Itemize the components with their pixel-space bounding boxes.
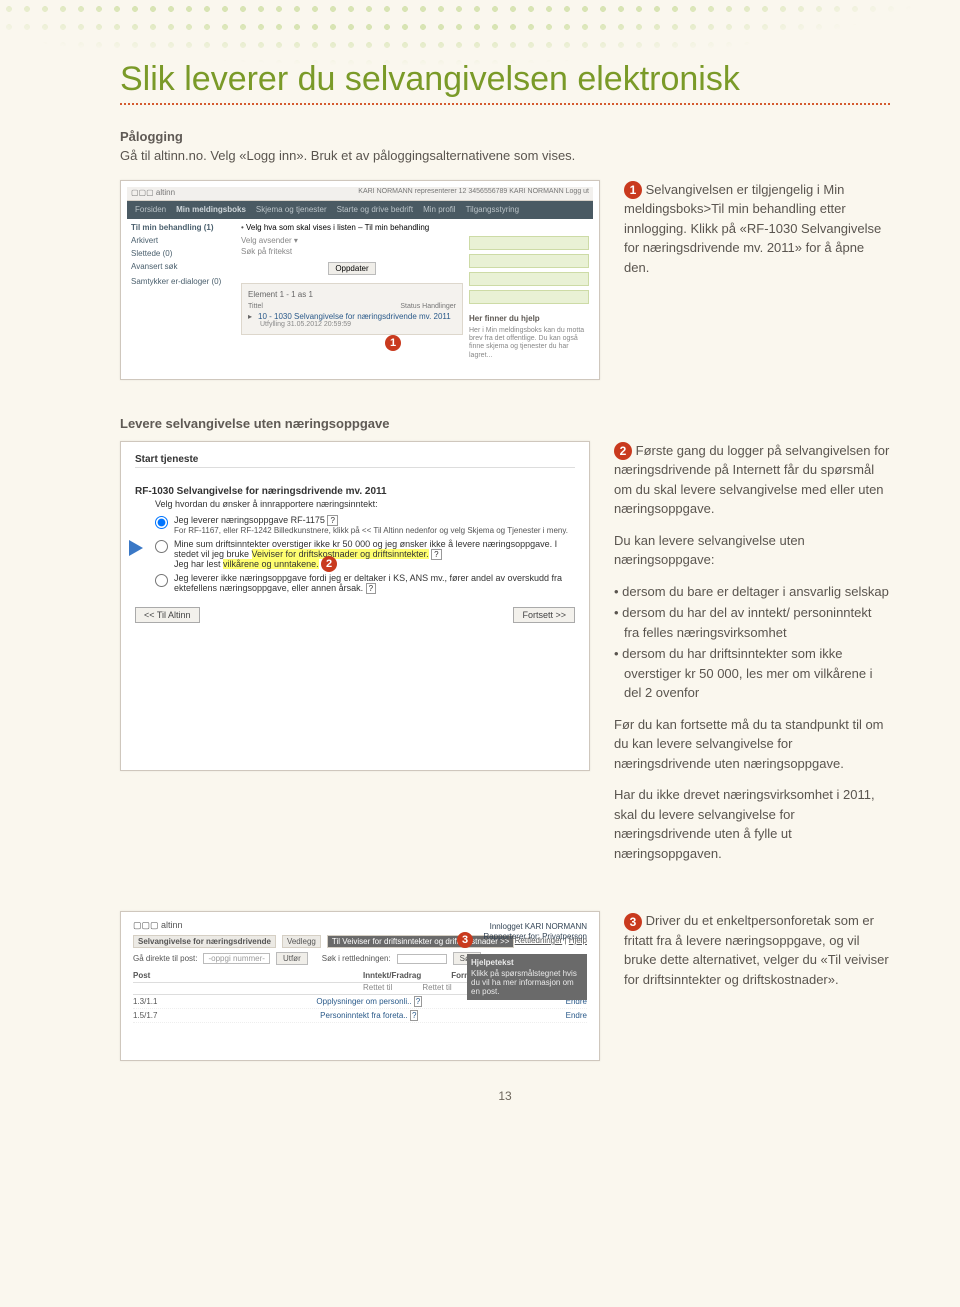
altinn-logo: ▢▢▢ altinn <box>133 920 183 930</box>
row-link[interactable]: Personinntekt fra foreta.. ? <box>320 1011 418 1020</box>
screenshot-3: ▢▢▢ altinn Innlogget KARI NORMANN Rappor… <box>120 911 600 1061</box>
tab-hjelp[interactable]: Hjelp <box>569 936 587 945</box>
filter-input[interactable]: -oppgi nummer- <box>203 953 269 964</box>
note-2-p2-lead: Du kan levere selvangivelse uten nærings… <box>614 531 890 570</box>
filter-btn[interactable]: Utfør <box>276 952 308 965</box>
back-button[interactable]: << Til Altinn <box>135 607 200 623</box>
badge-3: 3 <box>624 913 642 931</box>
radio-opt2[interactable] <box>155 540 168 553</box>
bullet: dersom du har del av inntekt/ personinnt… <box>614 603 890 642</box>
result-panel: Element 1 - 1 as 1 TittelStatus Handling… <box>241 283 463 335</box>
note-3-text: Driver du et enkeltpersonforetak som er … <box>624 913 889 987</box>
nav-tab[interactable]: Min profil <box>423 205 455 214</box>
result-sub: Utfylling 31.05.2012 20:59:59 <box>260 321 456 328</box>
screenshot-2: Start tjeneste RF-1030 Selvangivelse for… <box>120 441 590 771</box>
search-input[interactable] <box>397 954 447 964</box>
bullet: dersom du har driftsinntekter som ikke o… <box>614 644 890 703</box>
badge-2: 2 <box>614 442 632 460</box>
note-1: 1 Selvangivelsen er tilgjengelig i Min m… <box>624 180 890 380</box>
help-title: Her finner du hjelp <box>469 314 589 323</box>
altinn-logo: ▢▢▢ altinn <box>131 188 175 199</box>
left-menu-item[interactable]: Samtykker er-dialoger (0) <box>131 277 233 286</box>
badge-1: 1 <box>624 181 642 199</box>
intro-heading: Pålogging <box>120 129 890 144</box>
edit-link[interactable]: Endre <box>566 1011 587 1020</box>
arrow-icon <box>129 540 143 556</box>
note-2-p4: Har du ikke drevet næringsvirksomhet i 2… <box>614 785 890 863</box>
note-1-text: Selvangivelsen er tilgjengelig i Min mel… <box>624 182 881 275</box>
nav-tab[interactable]: Starte og drive bedrift <box>337 205 413 214</box>
title-rule <box>120 103 890 105</box>
shot2-subtitle: RF-1030 Selvangivelse for næringsdrivend… <box>135 486 575 497</box>
nav-tab[interactable]: Min meldingsboks <box>176 205 246 214</box>
page-content: Slik leverer du selvangivelsen elektroni… <box>0 0 960 1143</box>
row-1: ▢▢▢ altinn KARI NORMANN representerer 12… <box>120 180 890 380</box>
radio-label: Velg hva som skal vises i listen – Til m… <box>246 223 429 232</box>
result-row[interactable]: 10 - 1030 Selvangivelse for næringsdrive… <box>258 312 451 321</box>
opt1-text: Jeg leverer næringsoppgave RF-1175 <box>174 515 325 525</box>
shot2-intro: Velg hvordan du ønsker å innrapportere n… <box>155 499 575 509</box>
badge-3-ref: 3 <box>457 932 473 948</box>
altinn-right-sidebar: Her finner du hjelp Her i Min meldingsbo… <box>469 236 589 361</box>
note-2-p1: Første gang du logger på selvangivelsen … <box>614 443 889 517</box>
left-menu-item[interactable]: Slettede (0) <box>131 249 233 258</box>
left-menu-item[interactable]: Til min behandling (1) <box>131 223 233 232</box>
nav-tab[interactable]: Skjema og tjenester <box>256 205 327 214</box>
badge-2-ref: 2 <box>321 556 337 572</box>
note-3: 3 Driver du et enkeltpersonforetak som e… <box>624 911 890 1061</box>
radio-opt1[interactable] <box>155 516 168 529</box>
altinn-left-menu: Til min behandling (1) Arkivert Slettede… <box>127 219 237 339</box>
intro-text: Gå til altinn.no. Velg «Logg inn». Bruk … <box>120 146 890 166</box>
page-title: Slik leverer du selvangivelsen elektroni… <box>120 60 890 99</box>
badge-1-ref: 1 <box>385 335 401 351</box>
tab[interactable]: Vedlegg <box>282 935 321 948</box>
altinn-user: KARI NORMANN representerer 12 3456556789… <box>358 188 589 199</box>
opt2-highlight-1: Veiviser for driftskostnader og driftsin… <box>252 549 429 559</box>
shot3-help-box: Hjelpetekst Klikk på spørsmålstegnet hvi… <box>467 954 587 1000</box>
next-button[interactable]: Fortsett >> <box>513 607 575 623</box>
row-link[interactable]: Opplysninger om personli.. ? <box>316 997 422 1006</box>
note-2-bullets: dersom du bare er deltager i ansvarlig s… <box>614 582 890 703</box>
altinn-nav: Forsiden Min meldingsboks Skjema og tjen… <box>127 201 593 219</box>
nav-tab[interactable]: Tilgangsstyring <box>466 205 520 214</box>
note-2: 2 Første gang du logger på selvangivelse… <box>614 441 890 876</box>
tab-rettledning[interactable]: Rettledninger <box>515 936 563 945</box>
nav-tab[interactable]: Forsiden <box>135 205 166 214</box>
left-menu-item[interactable]: Arkivert <box>131 236 233 245</box>
left-menu-item[interactable]: Avansert søk <box>131 262 233 271</box>
note-2-p3: Før du kan fortsette må du ta standpunkt… <box>614 715 890 774</box>
row-2: Start tjeneste RF-1030 Selvangivelse for… <box>120 441 890 876</box>
opt1-sub: For RF-1167, eller RF-1242 Billedkunstne… <box>174 526 568 535</box>
page-number: 13 <box>120 1089 890 1103</box>
altinn-top-bar: ▢▢▢ altinn KARI NORMANN representerer 12… <box>127 187 593 201</box>
opt2-text-b: Jeg har lest <box>174 559 223 569</box>
opt2-highlight-2: vilkårene og unntakene. <box>223 559 319 569</box>
radio-opt3[interactable] <box>155 574 168 587</box>
filter-label: Gå direkte til post: <box>133 954 197 963</box>
search-label: Søk i rettledningen: <box>322 954 391 963</box>
section-2-heading: Levere selvangivelse uten næringsoppgave <box>120 416 890 431</box>
table-row: 1.5/1.7 Personinntekt fra foreta.. ? End… <box>133 1009 587 1023</box>
row-3: ▢▢▢ altinn Innlogget KARI NORMANN Rappor… <box>120 911 890 1061</box>
shot2-title: Start tjeneste <box>135 454 575 465</box>
screenshot-1: ▢▢▢ altinn KARI NORMANN representerer 12… <box>120 180 600 380</box>
tab[interactable]: Selvangivelse for næringsdrivende <box>133 935 276 948</box>
bullet: dersom du bare er deltager i ansvarlig s… <box>614 582 890 602</box>
refresh-button[interactable]: Oppdater <box>328 262 375 275</box>
